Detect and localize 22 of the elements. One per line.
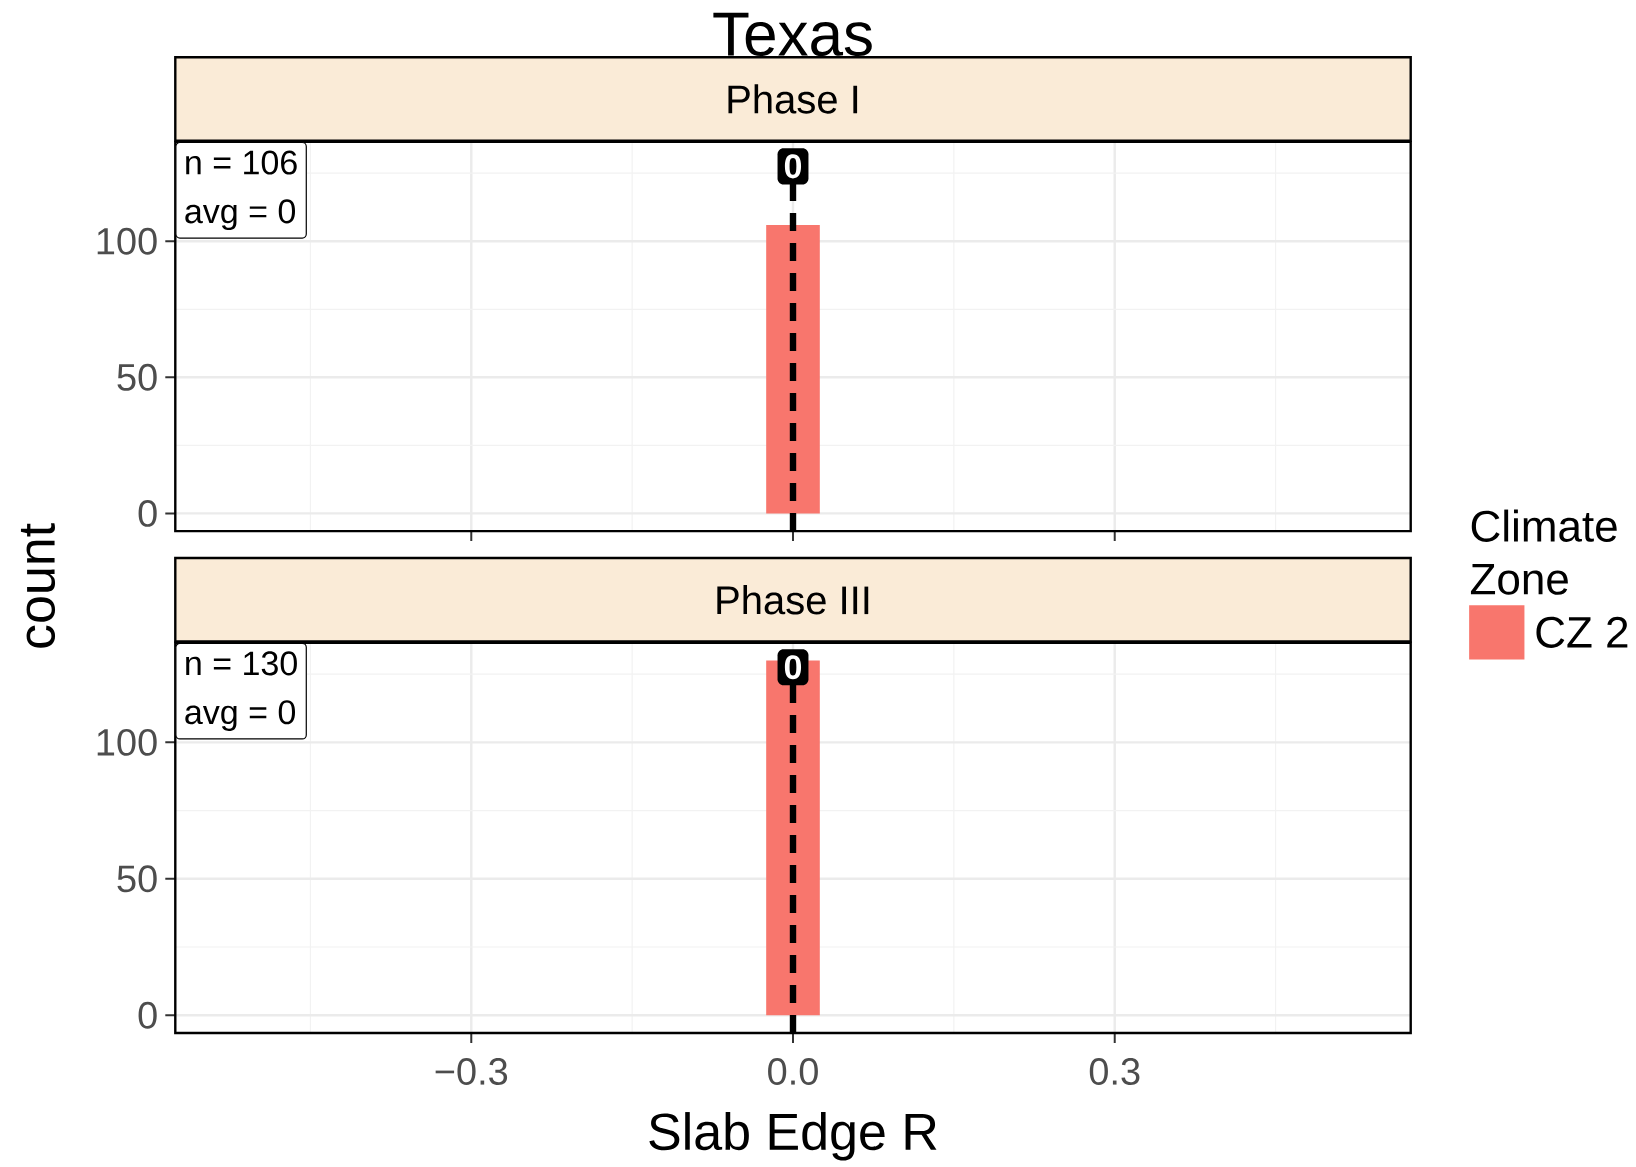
annotation: avg = 0	[185, 700, 296, 731]
chart-title: Phase III	[717, 585, 869, 615]
chart-subtitle: Phase I	[728, 84, 858, 114]
ref-line-label: 0	[784, 154, 802, 179]
y-tick-label: 100	[97, 728, 157, 756]
legend-label: CZ 2	[1536, 616, 1628, 648]
ref-line-label: 0	[784, 655, 802, 680]
x-tick-label: 0.0	[768, 1058, 818, 1085]
annotation: avg = 0	[185, 199, 296, 231]
annotation: n = 106	[186, 150, 297, 175]
y-tick-label: 50	[117, 363, 157, 391]
chart-title: Texas	[713, 12, 872, 57]
x-tick-label: 0.3	[1089, 1058, 1140, 1085]
x-tick-label: −0.3	[435, 1058, 508, 1085]
legend-title: Climate Zone	[1470, 509, 1617, 595]
x-axis-title: Slab Edge R	[649, 1112, 937, 1161]
y-tick-label: 0	[138, 499, 157, 527]
y-axis-title: count	[20, 523, 56, 648]
y-tick-label: 100	[97, 227, 157, 255]
y-tick-label: 50	[117, 865, 157, 893]
annotation: n = 130	[186, 651, 297, 676]
y-tick-label: 0	[138, 1001, 157, 1029]
